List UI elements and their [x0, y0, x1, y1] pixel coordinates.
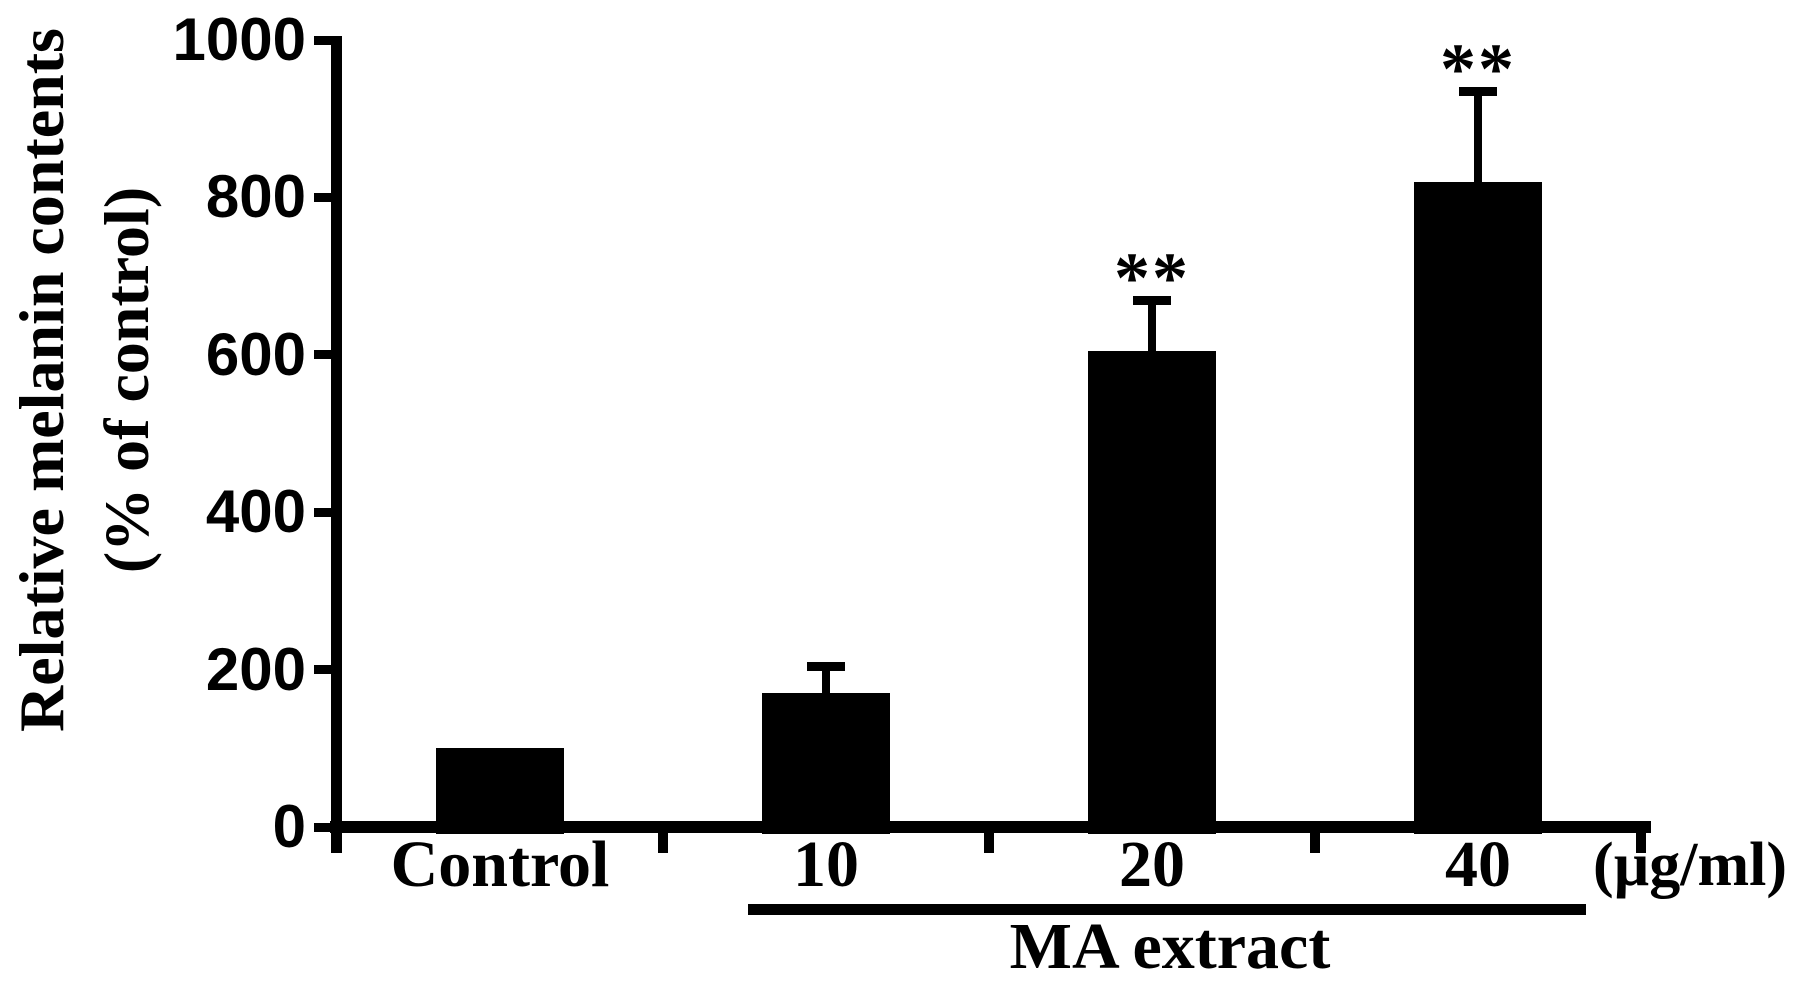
x-category-label-20: 20: [1119, 828, 1185, 901]
y-tick-label: 1000: [172, 6, 306, 73]
y-tick-label: 400: [205, 478, 306, 546]
x-axis-tick: [658, 827, 668, 853]
group-underline: [748, 904, 1586, 915]
error-bar-stem: [822, 669, 830, 696]
y-axis-tick: [314, 35, 333, 45]
x-axis-tick: [1636, 827, 1646, 853]
error-bar-cap: [1459, 87, 1497, 97]
group-label: MA extract: [1009, 910, 1331, 983]
y-tick-label: 600: [205, 320, 306, 388]
y-axis-tick: [314, 665, 333, 675]
y-axis-tick: [314, 507, 333, 517]
y-axis-tick: [314, 822, 333, 832]
significance-label: **: [1114, 237, 1190, 318]
bar-20: [1088, 350, 1216, 834]
error-bar-cap: [1133, 295, 1171, 305]
x-axis-unit-label: (µg/ml): [1592, 831, 1788, 899]
y-tick-label: 800: [205, 163, 306, 231]
y-axis-line: [331, 36, 342, 853]
x-axis-tick: [984, 827, 994, 853]
significance-label: **: [1440, 29, 1516, 110]
error-bar-stem: [1148, 303, 1156, 353]
y-axis-tick: [314, 192, 333, 202]
x-category-label-10: 10: [793, 828, 859, 901]
x-category-label-control: Control: [390, 828, 610, 901]
error-bar-cap: [807, 661, 845, 671]
error-bar-stem: [1474, 95, 1482, 184]
x-axis-tick: [1310, 827, 1320, 853]
x-category-label-40: 40: [1445, 828, 1511, 901]
y-tick-label: 200: [205, 635, 306, 703]
bar-10: [762, 693, 890, 834]
bar-control: [436, 748, 564, 834]
bar-40: [1414, 181, 1542, 834]
y-axis-tick: [314, 350, 333, 360]
y-tick-label: 0: [272, 793, 306, 860]
